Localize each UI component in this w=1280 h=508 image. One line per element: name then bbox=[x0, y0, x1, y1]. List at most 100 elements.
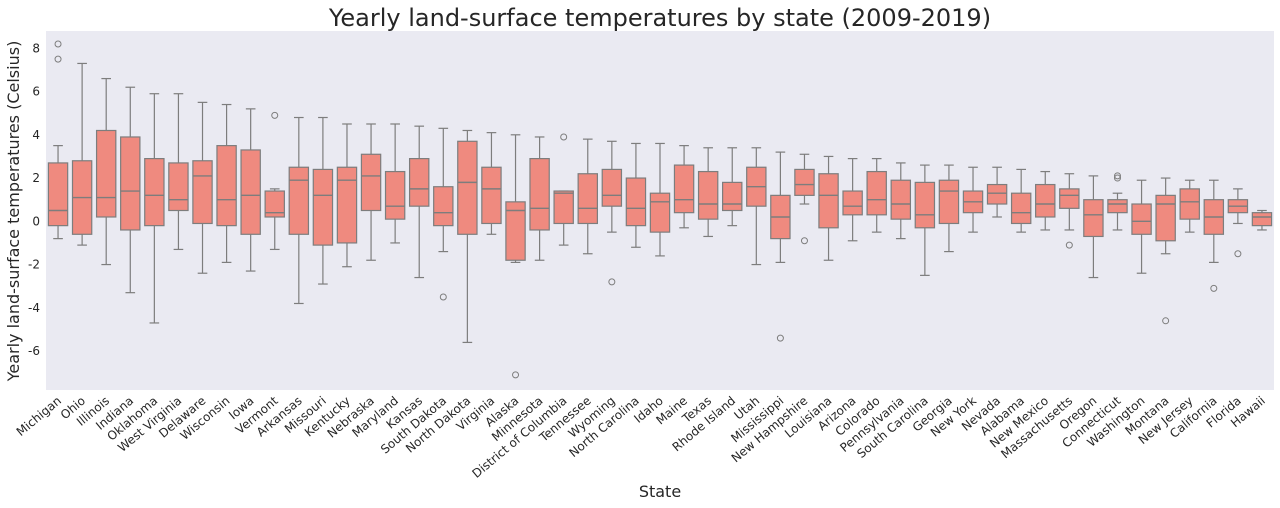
outlier-point bbox=[512, 371, 520, 379]
outlier-point bbox=[776, 334, 784, 342]
outlier-point bbox=[1234, 250, 1242, 258]
box-group bbox=[95, 77, 117, 266]
outlier-point bbox=[439, 293, 447, 301]
box bbox=[120, 136, 141, 231]
box bbox=[1179, 188, 1200, 220]
x-axis-ticks: MichiganOhioIllinoisIndianaOklahomaWest … bbox=[14, 393, 1268, 480]
x-axis-label: State bbox=[639, 482, 681, 501]
box bbox=[818, 173, 839, 229]
box-group bbox=[938, 164, 960, 253]
y-tick-label: 8 bbox=[32, 41, 40, 55]
box-group bbox=[1155, 177, 1176, 325]
box bbox=[1083, 199, 1104, 238]
box-group bbox=[866, 157, 887, 233]
box-group bbox=[312, 116, 334, 285]
outlier-point bbox=[1210, 284, 1218, 292]
box-group bbox=[288, 116, 310, 305]
box-group bbox=[577, 138, 598, 255]
box-group bbox=[144, 93, 165, 324]
box-group bbox=[1251, 209, 1273, 231]
chart-title: Yearly land-surface temperatures by stat… bbox=[328, 4, 991, 32]
box-group bbox=[408, 125, 430, 279]
box-group bbox=[770, 151, 791, 342]
box bbox=[144, 157, 165, 227]
outlier-point bbox=[54, 55, 62, 63]
box-group bbox=[360, 123, 382, 261]
box-group bbox=[168, 93, 189, 251]
outlier-point bbox=[800, 237, 808, 245]
box bbox=[1155, 194, 1176, 242]
box bbox=[890, 179, 912, 220]
box-group bbox=[1107, 172, 1128, 231]
y-tick-label: 2 bbox=[32, 171, 40, 185]
box-group bbox=[192, 101, 213, 274]
box-group bbox=[746, 147, 767, 266]
box bbox=[481, 166, 502, 225]
box-group bbox=[384, 123, 406, 244]
box-group bbox=[433, 127, 454, 301]
box bbox=[264, 190, 285, 218]
box bbox=[408, 157, 430, 207]
outlier-point bbox=[1113, 172, 1121, 180]
y-tick-label: -2 bbox=[28, 258, 40, 272]
box-group bbox=[481, 132, 502, 235]
box bbox=[433, 186, 454, 227]
box bbox=[47, 162, 69, 227]
box-group bbox=[1083, 175, 1104, 279]
box-group bbox=[336, 123, 358, 268]
box bbox=[986, 183, 1008, 205]
box bbox=[505, 201, 526, 261]
outlier-point bbox=[54, 40, 62, 48]
boxes-layer bbox=[47, 40, 1273, 379]
box bbox=[553, 190, 574, 225]
box bbox=[168, 162, 189, 212]
box-group bbox=[553, 133, 574, 246]
box-group bbox=[625, 142, 647, 248]
box bbox=[336, 166, 358, 244]
box bbox=[1059, 188, 1080, 209]
box-group bbox=[794, 153, 815, 245]
y-axis-ticks: -6 -4 -2 0 2 4 6 8 bbox=[28, 41, 40, 358]
box-group bbox=[505, 134, 526, 379]
box bbox=[577, 173, 598, 225]
box bbox=[649, 192, 671, 233]
box bbox=[673, 164, 695, 214]
box-group bbox=[457, 129, 478, 344]
box bbox=[938, 179, 960, 225]
box-group bbox=[1179, 179, 1200, 233]
box bbox=[1107, 199, 1128, 214]
box-group bbox=[986, 166, 1008, 218]
box-group bbox=[601, 140, 623, 286]
box bbox=[360, 153, 382, 212]
box-group bbox=[120, 86, 141, 294]
box bbox=[842, 190, 863, 216]
box-group bbox=[47, 40, 69, 240]
box bbox=[216, 145, 237, 227]
y-tick-label: 6 bbox=[32, 85, 40, 99]
box bbox=[1251, 212, 1273, 227]
box-group bbox=[842, 157, 863, 242]
box bbox=[95, 129, 117, 218]
box bbox=[1131, 203, 1152, 235]
box bbox=[1035, 183, 1056, 218]
y-tick-label: 4 bbox=[32, 128, 40, 142]
box bbox=[312, 168, 334, 246]
box-group bbox=[914, 164, 936, 276]
box-group bbox=[1203, 179, 1225, 292]
box bbox=[288, 166, 310, 235]
outlier-point bbox=[608, 278, 616, 286]
box bbox=[601, 168, 623, 207]
box bbox=[625, 177, 647, 227]
box bbox=[384, 170, 406, 220]
box bbox=[697, 170, 719, 220]
outlier-point bbox=[1065, 241, 1073, 249]
x-tick-label: Michigan bbox=[14, 394, 64, 439]
box-group bbox=[697, 147, 719, 238]
outlier-point bbox=[560, 133, 568, 141]
box bbox=[722, 181, 743, 212]
box-group bbox=[1035, 170, 1056, 231]
box bbox=[240, 149, 261, 235]
box-group bbox=[962, 166, 984, 233]
outlier-point bbox=[1162, 317, 1170, 325]
